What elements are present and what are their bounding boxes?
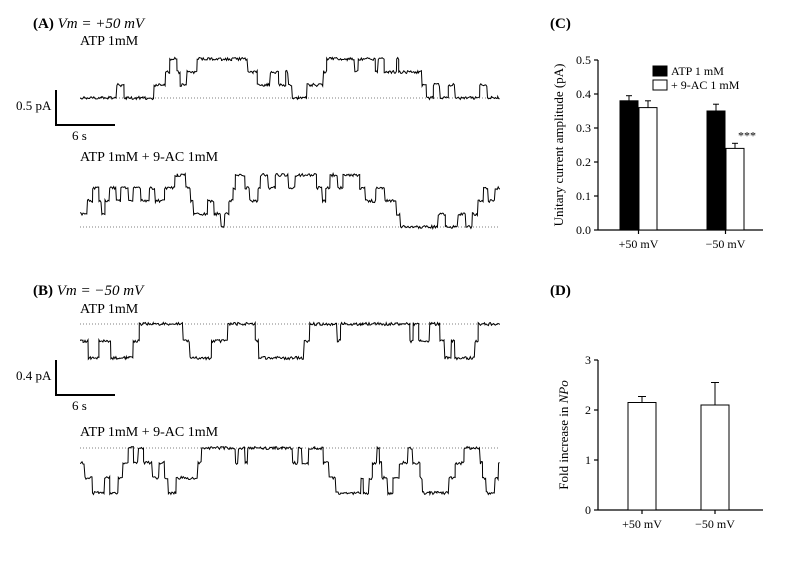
panel-a-scale-v: [55, 90, 57, 124]
svg-text:0.0: 0.0: [576, 223, 591, 237]
svg-text:0.1: 0.1: [576, 189, 591, 203]
figure-root: (A) Vm = +50 mV ATP 1mM 0.5 pA 6 s ATP 1…: [0, 0, 800, 577]
svg-text:−50 mV: −50 mV: [706, 237, 746, 251]
svg-text:0: 0: [585, 503, 591, 517]
panel-b-trace2: [80, 438, 500, 513]
panel-a-trace1: [80, 48, 500, 108]
svg-text:1: 1: [585, 453, 591, 467]
svg-text:−50 mV: −50 mV: [695, 517, 735, 531]
svg-text:***: ***: [738, 128, 756, 142]
panel-b-sublabel: Vm = −50 mV: [57, 283, 143, 299]
panel-b-scale-h: [55, 394, 115, 396]
panel-c-chart: 0.0 0.1 0.2 0.3 0.4 0.5 Unitary current amplit…: [550, 30, 785, 260]
svg-text:0.2: 0.2: [576, 155, 591, 169]
svg-text:2: 2: [585, 403, 591, 417]
panel-d-label: (D): [550, 283, 571, 300]
svg-text:0.4: 0.4: [576, 87, 591, 101]
panel-a-scale-h-label: 6 s: [72, 128, 87, 144]
panel-b-tag: (B): [33, 283, 53, 299]
svg-text:0.5: 0.5: [576, 53, 591, 67]
panel-a-trace2: [80, 165, 500, 235]
svg-text:+ 9-AC 1 mM: + 9-AC 1 mM: [671, 78, 740, 92]
svg-text:Fold increase in NPo: Fold increase in NPo: [556, 380, 571, 490]
svg-text:+50 mV: +50 mV: [622, 517, 662, 531]
svg-text:3: 3: [585, 353, 591, 367]
panel-a-tag: (A): [33, 16, 54, 32]
panel-a-scale-h: [55, 124, 115, 126]
panel-a-sublabel: Vm = +50 mV: [58, 16, 144, 32]
svg-text:+50 mV: +50 mV: [619, 237, 659, 251]
svg-text:0.3: 0.3: [576, 121, 591, 135]
panel-b-scale-v-label: 0.4 pA: [16, 368, 51, 384]
panel-b-trace1: [80, 314, 500, 379]
svg-text:ATP 1 mM: ATP 1 mM: [671, 64, 724, 78]
panel-b-scale-v: [55, 360, 57, 394]
svg-text:Unitary current amplitude (pA): Unitary current amplitude (pA): [551, 64, 566, 227]
panel-b-scale-h-label: 6 s: [72, 398, 87, 414]
panel-a-label: (A) Vm = +50 mV: [33, 16, 144, 33]
panel-a-scale-v-label: 0.5 pA: [16, 98, 51, 114]
panel-a-cond2: ATP 1mM + 9-AC 1mM: [80, 150, 218, 166]
panel-d-chart: 0 1 2 3 Fold increase in NPo +50 mV −50 mV: [550, 330, 785, 540]
panel-b-label: (B) Vm = −50 mV: [33, 283, 143, 300]
